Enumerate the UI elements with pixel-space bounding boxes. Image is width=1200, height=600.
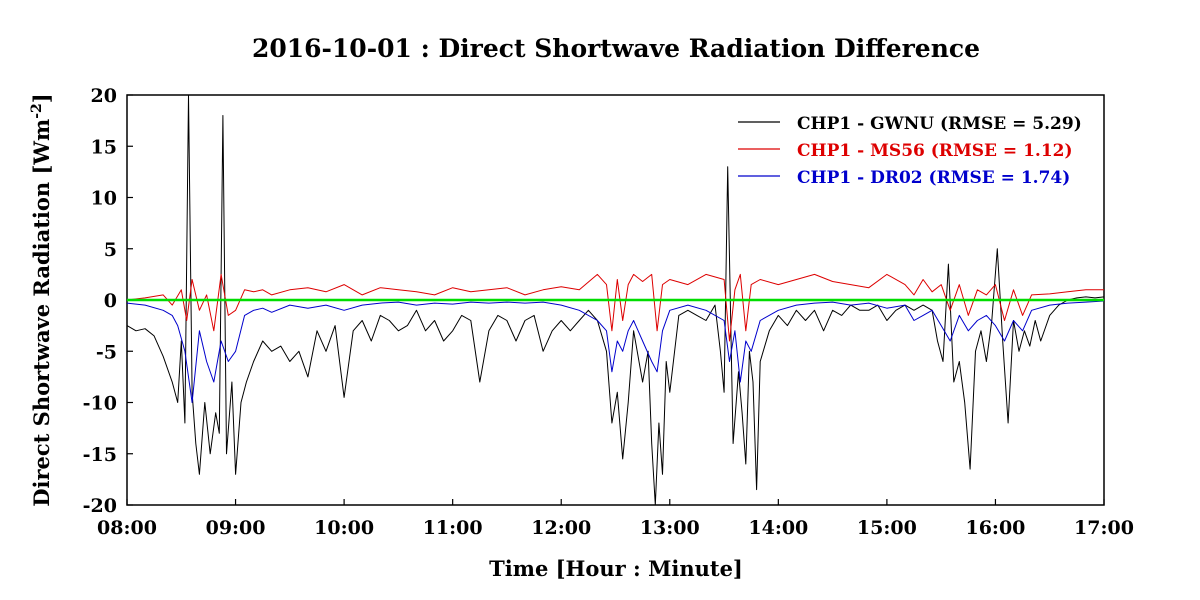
legend-label-1: CHP1 - MS56 (RMSE = 1.12) — [797, 141, 1073, 161]
y-tick-label: 10 — [91, 188, 117, 210]
y-axis-label-sup: -2 — [29, 103, 45, 119]
series-line-2 — [126, 300, 1105, 403]
y-axis-label-end: ] — [29, 93, 54, 103]
x-tick-label: 12:00 — [531, 517, 591, 539]
x-tick-label: 15:00 — [857, 517, 917, 539]
chart-title: 2016-10-01 : Direct Shortwave Radiation … — [252, 34, 980, 63]
x-tick-label: 14:00 — [748, 517, 808, 539]
y-tick-label: -10 — [83, 393, 117, 415]
x-tick-label: 11:00 — [423, 517, 483, 539]
legend: CHP1 - GWNU (RMSE = 5.29) CHP1 - MS56 (RM… — [738, 114, 1082, 188]
y-axis-label-main: Direct Shortwave Radiation [Wm — [29, 119, 54, 507]
series-layer — [126, 94, 1105, 506]
y-tick-label: 15 — [91, 136, 117, 158]
y-axis-ticks: 20 15 10 5 0 -5 -10 -15 -20 — [83, 85, 133, 517]
x-tick-label: 10:00 — [314, 517, 374, 539]
legend-label-2: CHP1 - DR02 (RMSE = 1.74) — [797, 168, 1070, 188]
y-tick-label: 5 — [104, 239, 117, 261]
y-tick-label: 0 — [104, 290, 117, 312]
y-tick-label: -15 — [83, 444, 117, 466]
y-tick-label: 20 — [91, 85, 117, 107]
x-axis-ticks: 08:00 09:00 10:00 11:00 12:00 13:00 14:00 15:00… — [97, 499, 1134, 539]
legend-label-0: CHP1 - GWNU (RMSE = 5.29) — [797, 114, 1082, 134]
y-tick-label: -5 — [96, 341, 117, 363]
y-tick-label: -20 — [83, 495, 117, 517]
x-tick-label: 17:00 — [1074, 517, 1134, 539]
x-axis-label: Time [Hour : Minute] — [489, 556, 743, 581]
x-tick-label: 09:00 — [206, 517, 266, 539]
x-tick-label: 13:00 — [640, 517, 700, 539]
series-line-0 — [126, 94, 1105, 506]
x-tick-label: 16:00 — [965, 517, 1025, 539]
series-line-1 — [126, 273, 1104, 342]
x-tick-label: 08:00 — [97, 517, 157, 539]
y-axis-label: Direct Shortwave Radiation [Wm-2] — [29, 93, 54, 507]
